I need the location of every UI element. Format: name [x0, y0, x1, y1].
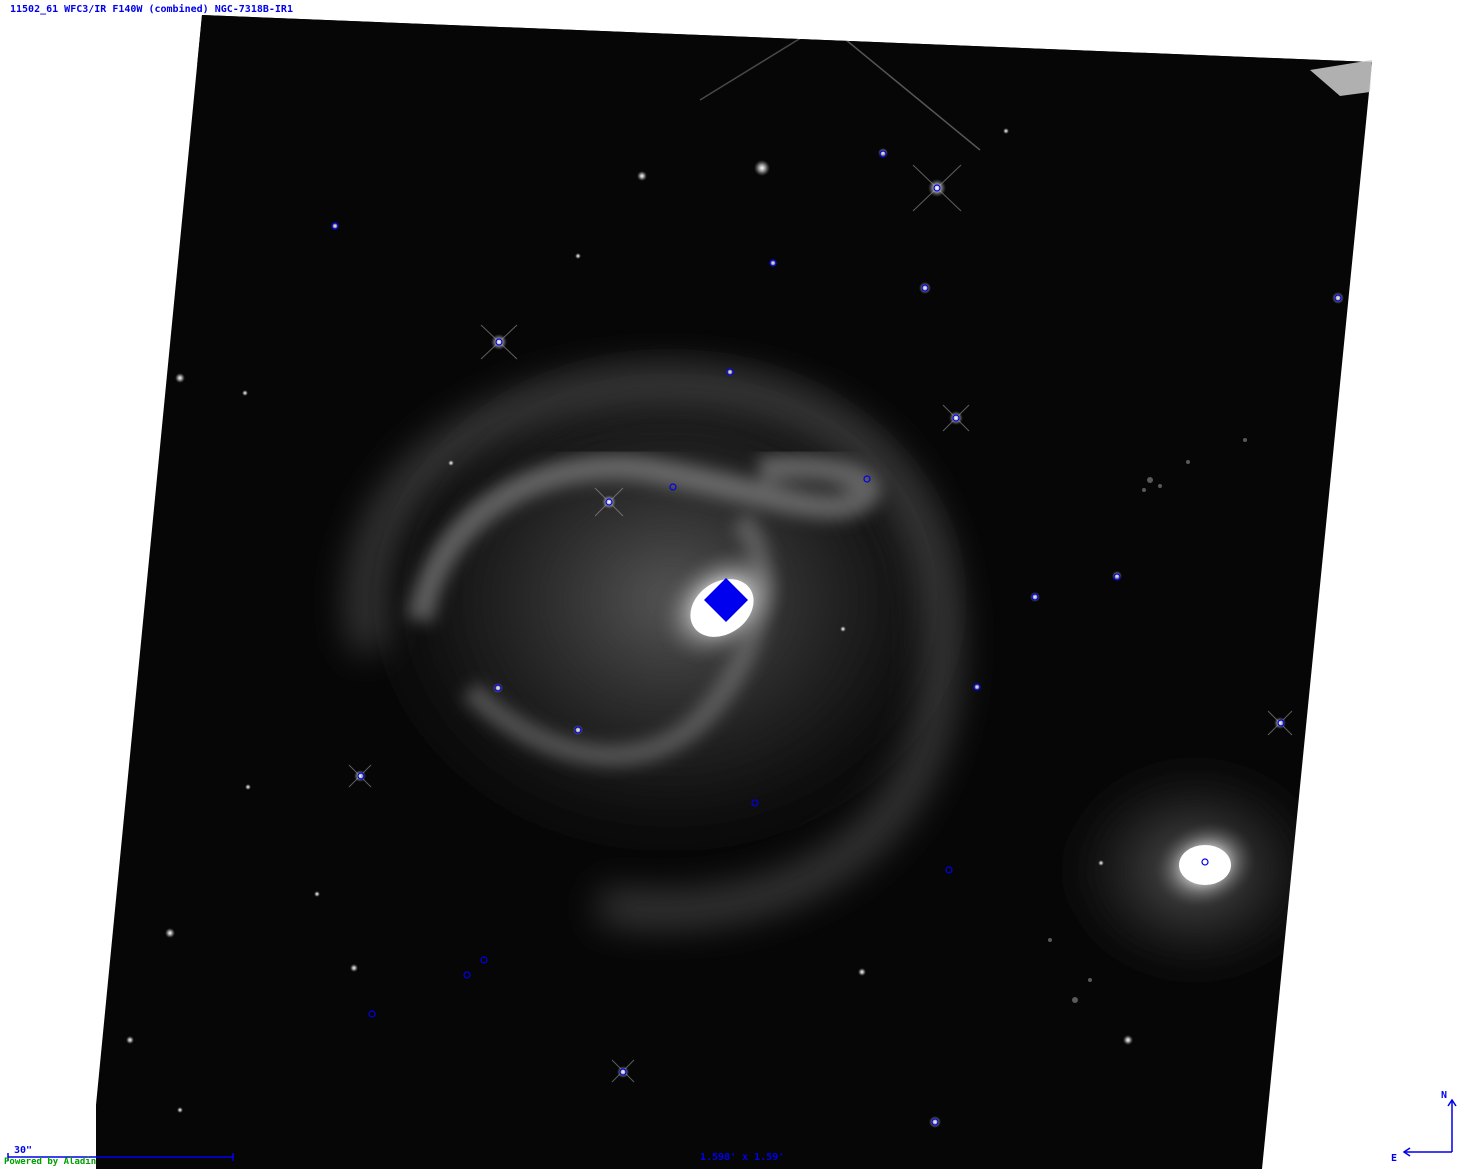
image-title: 11502_61 WFC3/IR F140W (combined) NGC-73…	[10, 4, 293, 15]
source-marker[interactable]	[863, 475, 871, 483]
source-marker[interactable]	[769, 259, 777, 267]
field-of-view-label: 1.598' x 1.59'	[700, 1152, 785, 1163]
source-marker[interactable]	[879, 150, 887, 158]
tidal-arc-inner	[407, 454, 880, 623]
aperture-diamond-marker[interactable]	[704, 578, 748, 622]
source-marker[interactable]	[921, 284, 929, 292]
compass-north-label: N	[1441, 1090, 1448, 1101]
scale-bar-label: 30"	[14, 1145, 33, 1156]
credit-label: Powered by Aladin	[4, 1157, 97, 1167]
source-marker[interactable]	[368, 1010, 376, 1018]
source-marker[interactable]	[931, 1118, 939, 1126]
source-marker[interactable]	[933, 184, 941, 192]
source-marker[interactable]	[574, 726, 582, 734]
source-marker[interactable]	[973, 683, 981, 691]
source-marker[interactable]	[494, 684, 502, 692]
source-marker[interactable]	[669, 483, 677, 491]
faint-knots	[1048, 438, 1247, 1003]
source-marker[interactable]	[605, 498, 613, 506]
source-marker[interactable]	[952, 414, 960, 422]
source-marker[interactable]	[945, 866, 953, 874]
tidal-arc-outer	[347, 366, 960, 927]
source-marker[interactable]	[1277, 719, 1285, 727]
compass-east-label: E	[1391, 1153, 1398, 1164]
source-marker[interactable]	[480, 956, 488, 964]
source-marker[interactable]	[463, 971, 471, 979]
source-marker[interactable]	[1031, 593, 1039, 601]
source-marker[interactable]	[619, 1068, 627, 1076]
source-marker[interactable]	[1113, 573, 1121, 581]
source-marker[interactable]	[751, 799, 759, 807]
source-marker[interactable]	[495, 338, 503, 346]
source-marker[interactable]	[357, 772, 365, 780]
detector-edge-noise	[1310, 60, 1372, 96]
source-marker[interactable]	[1201, 858, 1209, 866]
source-marker[interactable]	[331, 222, 339, 230]
source-marker-layer[interactable]	[331, 150, 1342, 1126]
source-marker[interactable]	[1334, 294, 1342, 302]
source-marker[interactable]	[726, 368, 734, 376]
scale-bar	[7, 1153, 234, 1161]
compass-arrows	[1402, 1098, 1457, 1157]
